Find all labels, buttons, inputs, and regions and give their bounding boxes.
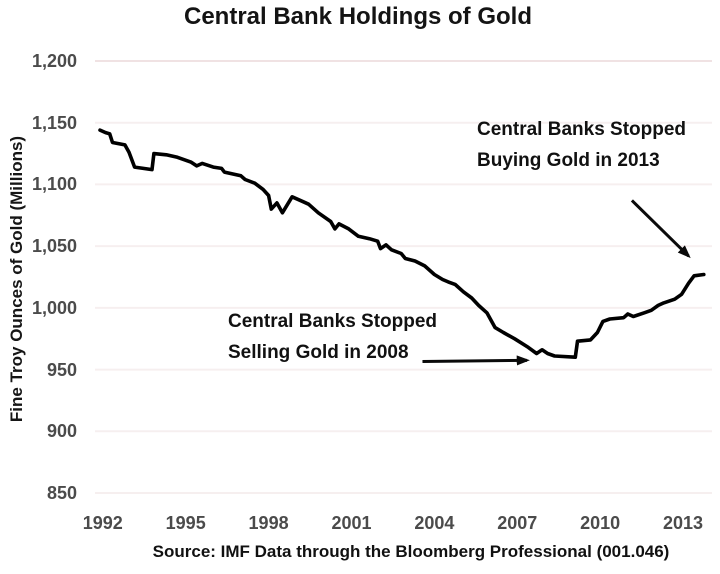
- x-tick-label-1998: 1998: [248, 513, 289, 533]
- annotation-arrow-selling-2008: [422, 355, 530, 366]
- x-tick-label-1995: 1995: [165, 513, 206, 533]
- gridlines-group: [95, 59, 712, 494]
- data-line-group: [98, 128, 706, 360]
- y-tick-label-950: 950: [46, 359, 77, 380]
- gold-holdings-line: [98, 128, 706, 360]
- x-tick-label-2007: 2007: [497, 513, 538, 533]
- annotation-buying-2013: Central Banks Stopped Buying Gold in 201…: [477, 114, 686, 176]
- x-tick-label-1992: 1992: [82, 513, 123, 533]
- x-tick-label-2013: 2013: [662, 513, 704, 533]
- y-tick-label-1,000: 1,000: [31, 297, 77, 318]
- y-tick-label-1,100: 1,100: [31, 174, 77, 195]
- chart-title: Central Bank Holdings of Gold: [183, 3, 532, 30]
- annotation-arrows-group: [422, 199, 691, 366]
- annotation-arrow-buying-2013: [630, 199, 691, 259]
- annotation-buying-line2: Buying Gold in 2013: [477, 150, 660, 171]
- annotation-buying-line1: Central Banks Stopped: [477, 119, 687, 140]
- annotation-selling-line1: Central Banks Stopped: [228, 311, 438, 332]
- x-tick-label-2001: 2001: [331, 513, 372, 533]
- annotation-selling-line2: Selling Gold in 2008: [228, 342, 409, 363]
- y-tick-label-1,200: 1,200: [31, 50, 77, 71]
- y-tick-label-850: 850: [46, 483, 77, 503]
- x-tick-label-2010: 2010: [580, 513, 621, 533]
- annotation-selling-2008: Central Banks Stopped Selling Gold in 20…: [228, 306, 437, 368]
- y-tick-label-900: 900: [46, 421, 77, 442]
- source-note: Source: IMF Data through the Bloomberg P…: [152, 542, 670, 561]
- x-tick-label-2004: 2004: [414, 513, 455, 533]
- y-tick-label-1,050: 1,050: [31, 236, 77, 257]
- y-tick-label-1,150: 1,150: [31, 112, 77, 133]
